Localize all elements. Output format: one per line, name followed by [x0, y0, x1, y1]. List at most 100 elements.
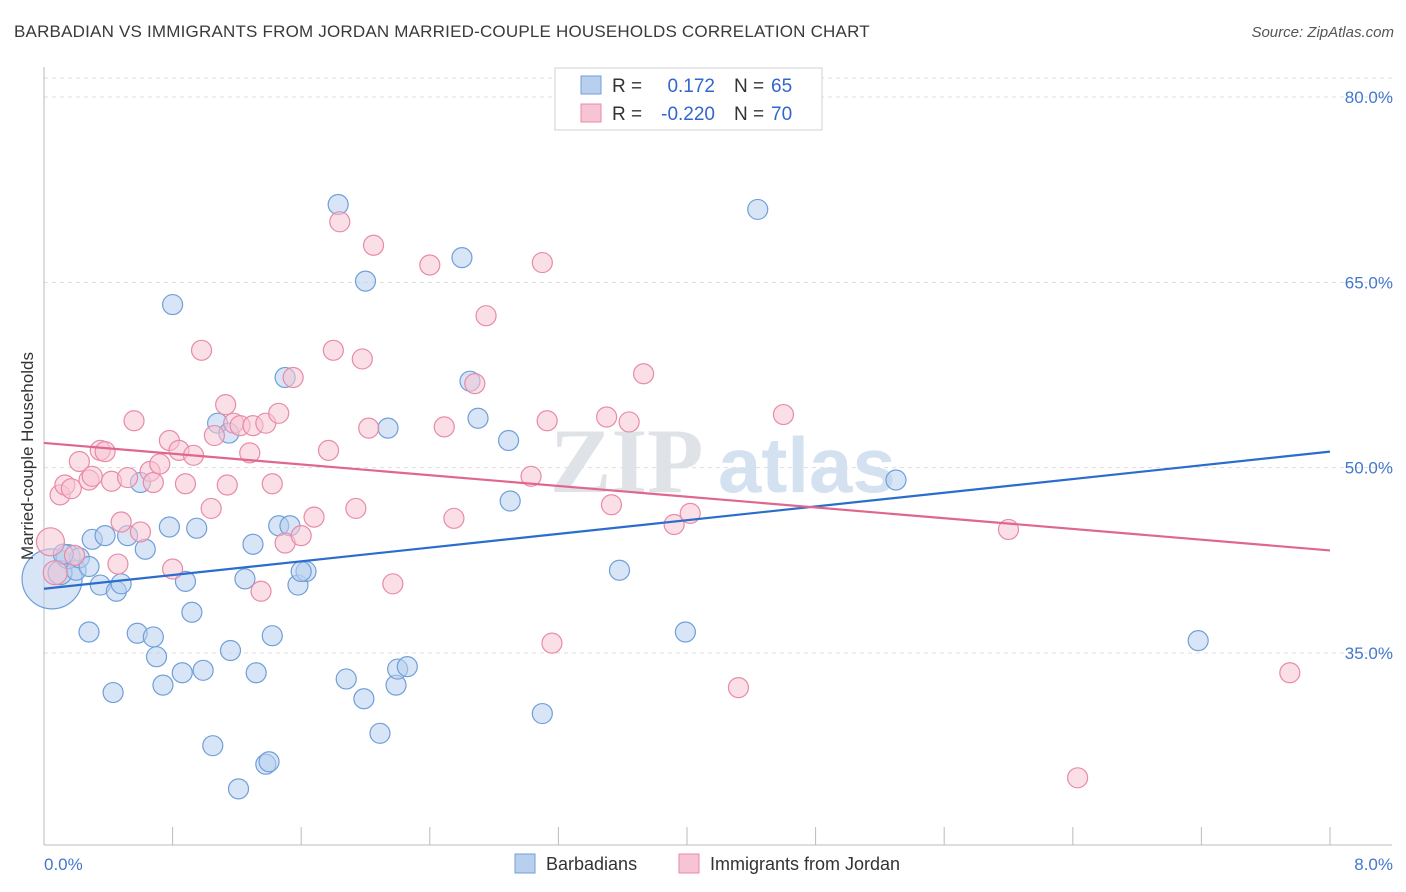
- barbadian-point-61: [885, 469, 907, 491]
- jordan-point-57: [541, 632, 563, 654]
- y-tick-label-0: 35.0%: [1345, 644, 1393, 663]
- x-tick-labels: 0.0% 8.0%: [44, 855, 1393, 874]
- jordan-point-31: [239, 442, 261, 464]
- barbadian-point-45: [353, 688, 375, 710]
- barbadian-point-18: [158, 516, 180, 538]
- jordan-point-7: [81, 465, 103, 487]
- barbadian-point-48: [377, 417, 399, 439]
- jordan-point-27: [215, 394, 237, 416]
- barbadian-point-29: [227, 778, 250, 800]
- legend-r-label-2: R =: [612, 104, 642, 125]
- jordan-point-33: [250, 580, 272, 602]
- barbadian-point-16: [145, 646, 168, 668]
- jordan-point-64: [727, 676, 750, 699]
- jordan-point-51: [443, 507, 465, 529]
- barbadian-point-34: [258, 751, 280, 773]
- jordan-point-12: [110, 511, 132, 533]
- jordan-point-4: [60, 478, 82, 500]
- axes: [43, 67, 1392, 846]
- bottom-legend-swatch-blue: [514, 853, 536, 874]
- jordan-point-60: [618, 411, 640, 433]
- barbadian-point-56: [499, 490, 521, 512]
- barbadian-point-35: [261, 625, 283, 647]
- barbadian-point-55: [497, 429, 520, 452]
- jordan-point-13: [116, 466, 139, 489]
- barbadian-point-23: [186, 517, 208, 539]
- jordan-point-68: [1279, 662, 1301, 684]
- barbadian-point-8: [94, 525, 116, 547]
- y-tick-labels: 35.0% 50.0% 65.0% 80.0%: [1345, 88, 1393, 663]
- jordan-point-56: [536, 410, 558, 432]
- jordan-point-39: [290, 525, 312, 547]
- jordan-point-50: [433, 416, 455, 438]
- bottom-legend: Barbadians Immigrants from Jordan: [514, 853, 900, 874]
- jordan-point-36: [268, 402, 290, 424]
- jordan-point-25: [200, 497, 222, 520]
- barbadian-point-44: [335, 668, 357, 690]
- jordan-point-48: [382, 573, 404, 595]
- legend-n-value-1: 65: [771, 76, 792, 97]
- source-label: Source: ZipAtlas.com: [1251, 24, 1394, 41]
- legend-n-label-1: N =: [734, 76, 764, 97]
- barbadian-point-32: [245, 662, 267, 684]
- jordan-point-67: [1067, 767, 1089, 789]
- barbadian-point-30: [234, 568, 256, 590]
- barbadian-point-59: [674, 621, 696, 643]
- x-tick-label-0: 0.0%: [44, 855, 83, 874]
- barbadian-point-17: [152, 674, 174, 696]
- legend-swatch-blue: [580, 75, 602, 95]
- legend-r-label-1: R =: [612, 76, 642, 97]
- barbadian-point-52: [451, 247, 473, 269]
- jordan-point-69: [63, 544, 86, 566]
- barbadian-point-25: [202, 735, 224, 757]
- barbadian-point-24: [192, 659, 214, 681]
- legend-r-value-1: 0.172: [667, 76, 715, 97]
- barbadians-points: [21, 193, 1209, 800]
- jordan-point-54: [520, 465, 542, 487]
- barbadian-point-11: [78, 621, 100, 643]
- barbadian-point-57: [531, 702, 553, 725]
- y-axis-title: Married-couple Households: [18, 352, 37, 560]
- jordan-point-0: [35, 527, 66, 557]
- jordan-point-52: [464, 373, 486, 395]
- jordan-point-41: [317, 439, 340, 461]
- jordan-point-18: [149, 453, 171, 475]
- barbadian-point-42: [102, 681, 124, 704]
- barbadian-point-41: [290, 560, 312, 583]
- bottom-legend-swatch-pink: [678, 853, 700, 874]
- jordan-point-55: [531, 251, 553, 274]
- jordan-point-28: [216, 474, 238, 496]
- jordan-points: [35, 211, 1301, 789]
- barbadian-point-19: [162, 293, 184, 316]
- chart-title: BARBADIAN VS IMMIGRANTS FROM JORDAN MARR…: [14, 22, 870, 41]
- jordan-point-62: [663, 513, 685, 536]
- barbadian-point-5: [78, 555, 100, 578]
- jordan-point-1: [42, 560, 68, 586]
- y-tick-label-3: 80.0%: [1345, 88, 1393, 107]
- jordan-point-17: [142, 471, 164, 494]
- stats-legend: R = 0.172 N = 65 R = -0.220 N = 70: [554, 67, 823, 131]
- jordan-point-9: [94, 441, 116, 463]
- barbadian-point-62: [1187, 630, 1209, 652]
- jordan-point-40: [303, 506, 325, 528]
- barbadian-point-58: [608, 559, 631, 581]
- jordan-point-26: [203, 424, 225, 447]
- barbadian-point-21: [174, 570, 197, 592]
- jordan-point-53: [475, 305, 497, 327]
- jordan-point-49: [419, 254, 441, 276]
- y-tick-label-1: 50.0%: [1345, 459, 1393, 478]
- jordan-point-14: [123, 410, 145, 432]
- jordan-point-15: [129, 521, 152, 543]
- barbadian-point-10: [110, 573, 132, 595]
- trend-lines: [43, 441, 1331, 590]
- jordan-point-65: [772, 403, 795, 426]
- jordan-point-46: [358, 417, 380, 439]
- x-tick-label-1: 8.0%: [1354, 855, 1393, 874]
- jordan-point-38: [282, 366, 304, 389]
- legend-n-label-2: N =: [734, 104, 764, 125]
- jordan-point-43: [329, 211, 351, 233]
- jordan-point-59: [600, 494, 623, 516]
- bottom-legend-label-1: Barbadians: [546, 854, 637, 874]
- barbadian-point-28: [219, 639, 242, 662]
